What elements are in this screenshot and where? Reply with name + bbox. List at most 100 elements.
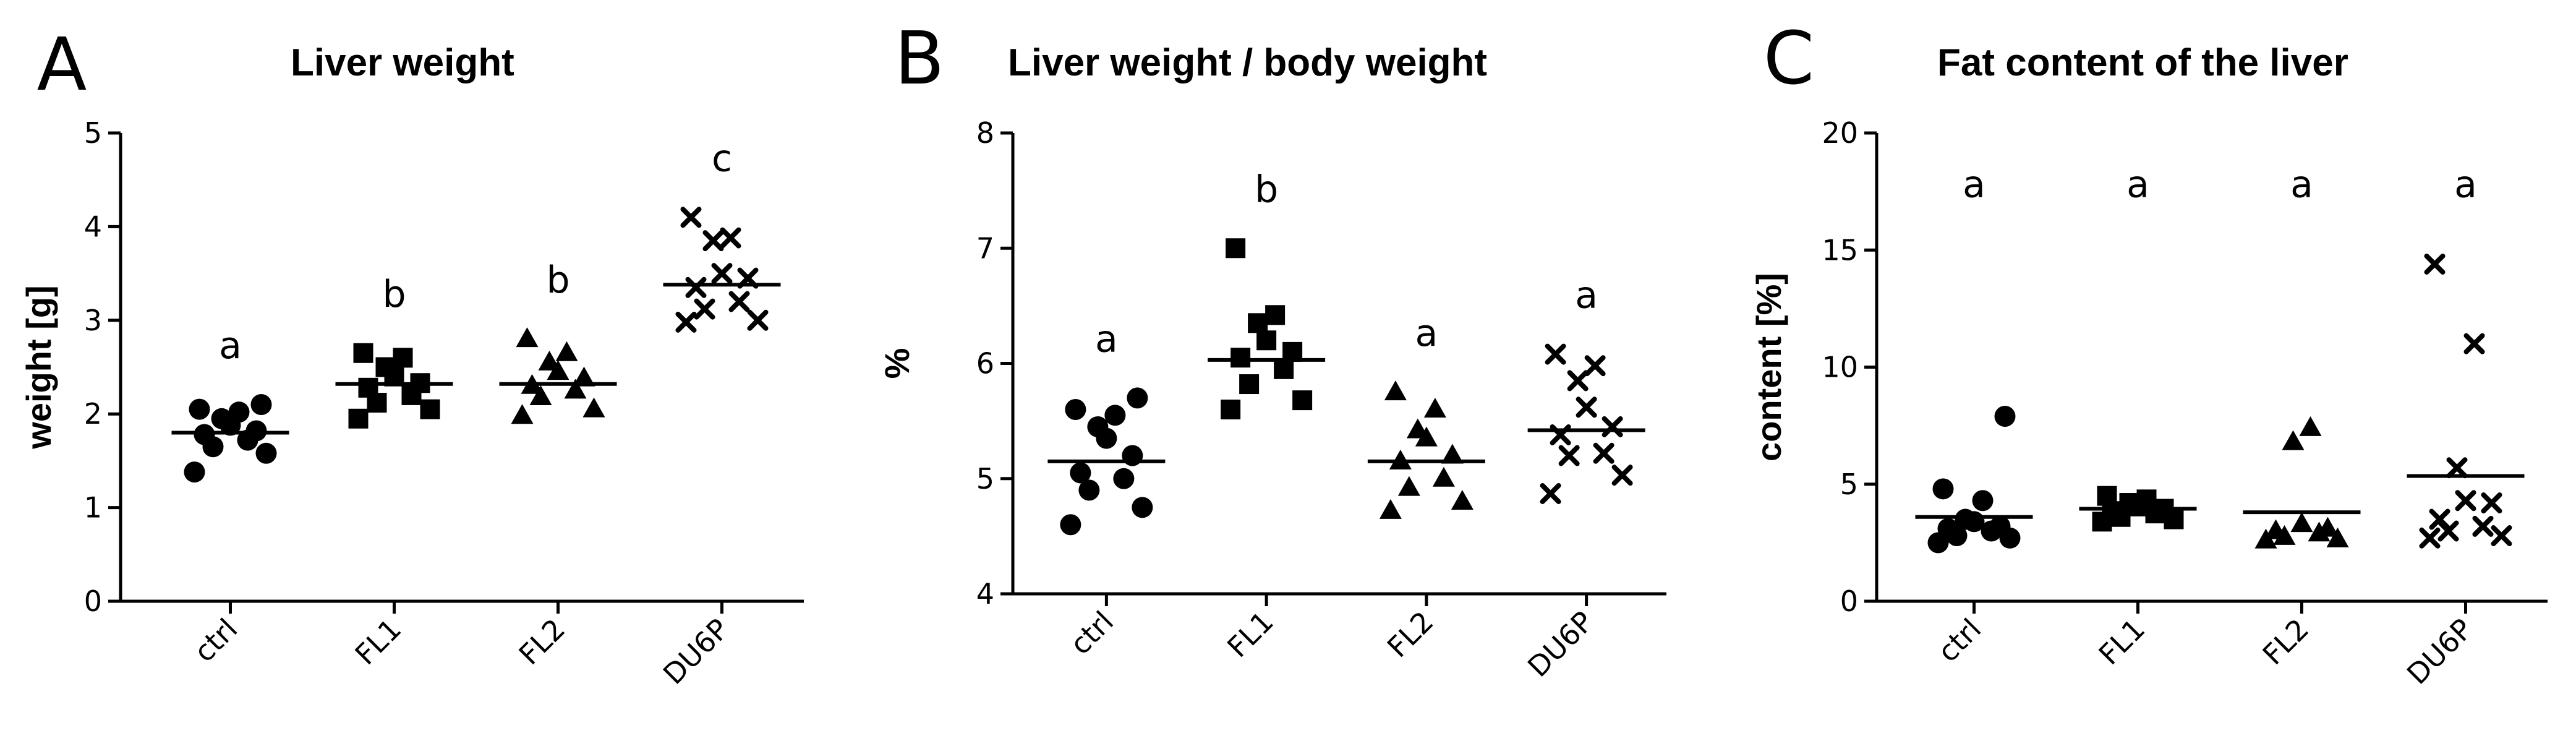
data-point <box>702 230 724 252</box>
chart-title: Fat content of the liver <box>1937 41 2348 84</box>
y-tick-label: 5 <box>976 462 994 495</box>
y-tick-label: 4 <box>976 577 994 611</box>
data-point <box>2472 515 2494 537</box>
data-point <box>2429 508 2450 530</box>
data-point <box>711 263 733 285</box>
data-point <box>1545 343 1566 365</box>
y-tick-label: 0 <box>84 585 102 618</box>
significance-letter: a <box>2454 163 2477 206</box>
data-point <box>2136 489 2157 510</box>
data-point <box>184 461 205 483</box>
data-point <box>2463 333 2485 354</box>
significance-letter: a <box>1963 163 1985 206</box>
data-point <box>1256 330 1277 351</box>
data-point <box>720 227 741 249</box>
y-tick-label: 10 <box>1822 351 1858 384</box>
data-point <box>1265 305 1286 325</box>
data-point <box>1451 490 1474 510</box>
significance-letter: a <box>219 324 242 367</box>
data-point <box>393 348 413 368</box>
data-point <box>1226 238 1246 259</box>
data-point <box>1248 313 1268 333</box>
data-group-fl1: b <box>335 273 453 429</box>
data-point <box>564 379 587 399</box>
data-point <box>538 350 561 371</box>
data-point <box>1937 518 1959 539</box>
data-point <box>694 298 715 320</box>
significance-letter: b <box>382 273 406 316</box>
data-point <box>685 276 707 298</box>
x-tick-label: FL2 <box>1381 605 1440 664</box>
data-group-fl1: a <box>2079 163 2197 532</box>
data-group-du6p: c <box>663 137 781 333</box>
chart-title: Liver weight <box>291 41 514 84</box>
data-point <box>2097 486 2117 506</box>
y-tick-label: 1 <box>84 491 102 525</box>
data-point <box>250 394 272 416</box>
y-tick-label: 5 <box>84 116 102 150</box>
data-point <box>1423 398 1446 418</box>
x-tick-label: DU6P <box>657 612 735 691</box>
data-group-ctrl: a <box>1047 317 1166 536</box>
data-point <box>2491 525 2512 547</box>
y-tick-label: 20 <box>1822 116 1858 150</box>
data-point <box>1132 497 1153 518</box>
chart-panel-c: C Fat content of the liver content [%] 0 5 10… <box>1749 15 2548 691</box>
x-tick-label: FL2 <box>513 612 572 672</box>
y-tick-label: 8 <box>976 116 994 150</box>
data-group-fl1: b <box>1208 168 1326 419</box>
panel-letter: B <box>895 15 945 101</box>
data-point <box>1540 482 1561 504</box>
x-tick-label: DU6P <box>2400 612 2479 691</box>
data-group-fl2: a <box>1367 312 1485 519</box>
data-point <box>1230 348 1251 368</box>
x-tick-label: FL1 <box>2092 612 2152 672</box>
data-group-ctrl: a <box>1915 163 2033 554</box>
data-point <box>228 401 250 423</box>
data-point <box>189 398 210 420</box>
data-group-du6p: a <box>1527 274 1645 504</box>
y-axis-label: content [%] <box>1749 273 1788 461</box>
data-point <box>2290 512 2313 533</box>
data-group-du6p: a <box>2407 163 2525 549</box>
data-point <box>1432 466 1455 487</box>
data-point <box>1576 397 1597 418</box>
y-tick-label: 15 <box>1822 233 1858 267</box>
data-point <box>555 341 578 361</box>
data-point <box>1397 476 1420 496</box>
data-point <box>1292 390 1313 411</box>
data-point <box>1972 490 1994 512</box>
data-point <box>1955 508 1976 530</box>
y-axis-label: weight [g] <box>19 285 58 449</box>
data-point <box>2419 527 2441 549</box>
data-point <box>516 327 539 348</box>
data-point <box>1989 515 2011 537</box>
data-group-fl2: a <box>2243 163 2361 549</box>
x-tick-label: FL2 <box>2256 612 2316 672</box>
data-point <box>675 311 697 333</box>
x-tick-label: ctrl <box>1064 605 1120 661</box>
x-tick-label: FL1 <box>1221 605 1280 664</box>
data-point <box>194 424 215 445</box>
data-point <box>1601 416 1623 437</box>
data-point <box>1611 465 1633 486</box>
data-point <box>348 408 369 429</box>
y-tick-label: 4 <box>84 210 102 243</box>
panel-letter: A <box>37 22 87 107</box>
data-point <box>1070 462 1091 484</box>
data-point <box>2264 519 2287 539</box>
significance-letter: a <box>1415 312 1438 355</box>
data-point <box>1239 374 1260 395</box>
data-point <box>1060 514 1081 536</box>
significance-letter: c <box>712 137 732 180</box>
data-point <box>2282 430 2305 450</box>
significance-letter: a <box>1575 274 1598 317</box>
data-point <box>1584 355 1606 377</box>
data-point <box>2299 416 2322 436</box>
data-point <box>1406 418 1429 439</box>
data-point <box>2424 253 2446 275</box>
chart-panel-b: B Liver weight / body weight% 4 5 6 7 8 ctrl FL1… <box>877 15 1666 684</box>
data-point <box>573 366 595 387</box>
data-point <box>582 397 605 418</box>
